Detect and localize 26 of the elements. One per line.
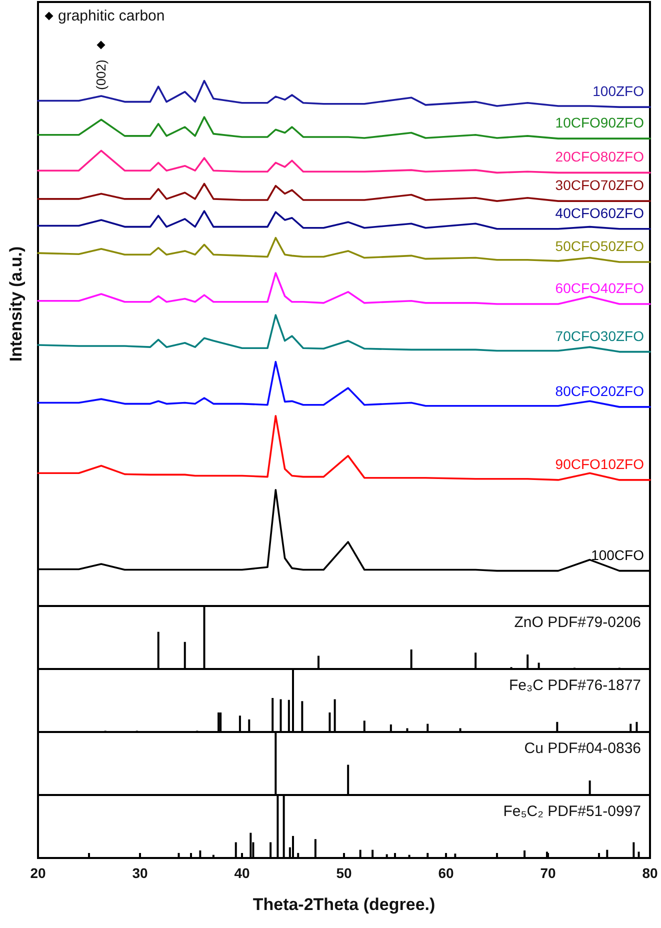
series-label: 100ZFO: [592, 83, 644, 100]
x-tick-label: 50: [336, 865, 352, 881]
text: Fe₅C₂ PDF#51-0997: [503, 803, 642, 820]
x-axis-title: Theta-2Theta (degree.): [252, 895, 436, 914]
series-label: 60CFO40ZFO: [555, 280, 644, 296]
text: Fe₃C PDF#76-1877: [508, 677, 642, 694]
series-label: 40CFO60ZFO: [555, 204, 644, 221]
series-label: 30CFO70ZFO: [555, 177, 644, 194]
text: Cu PDF#04-0836: [524, 740, 641, 757]
series-label: 20CFO80ZFO: [555, 148, 644, 165]
series-label: 70CFO30ZFO: [555, 328, 644, 344]
annotation: (002): [94, 60, 109, 90]
text: ZnO PDF#79-0206: [514, 614, 642, 631]
series-label: 100CFO: [591, 546, 644, 563]
x-tick-label: 40: [234, 865, 250, 881]
series-label: 10CFO90ZFO: [555, 114, 644, 131]
series-label: 50CFO50ZFO: [555, 238, 644, 254]
x-tick-label: 30: [132, 865, 148, 881]
x-tick-label: 70: [540, 865, 556, 881]
x-tick-label: 80: [642, 865, 658, 881]
y-axis-title: Intensity (a.u.): [6, 246, 26, 362]
series-label: 90CFO10ZFO: [555, 456, 644, 472]
series-label: 80CFO20ZFO: [555, 382, 644, 399]
text: graphitic carbon: [58, 8, 165, 24]
x-tick-label: 20: [30, 865, 46, 881]
x-tick-label: 60: [438, 865, 454, 881]
